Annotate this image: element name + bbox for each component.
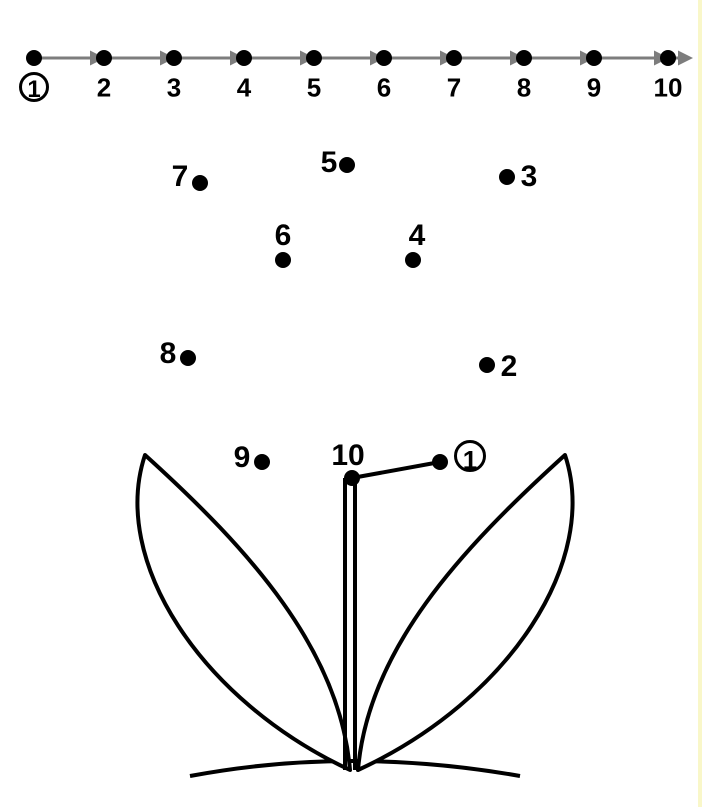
connect-dot <box>254 454 270 470</box>
connect-dot <box>479 357 495 373</box>
plant-drawing <box>137 455 572 776</box>
number-line-label: 1 <box>19 72 49 104</box>
number-line-dot <box>446 50 462 66</box>
connect-dot <box>180 350 196 366</box>
number-line-label: 9 <box>587 73 601 104</box>
connect-dots <box>180 157 515 486</box>
number-line-label: 6 <box>377 73 391 104</box>
number-line-label: 4 <box>237 73 251 104</box>
number-line-dot <box>166 50 182 66</box>
connect-dot-label: 10 <box>331 439 364 473</box>
connect-dot <box>275 252 291 268</box>
worksheet-page: 1 2 3 4 5 6 7 8 9 10 1 2 3 4 5 6 7 8 9 10 <box>0 0 702 807</box>
number-line-dot <box>96 50 112 66</box>
connect-dot <box>432 454 448 470</box>
start-segment <box>352 462 440 478</box>
number-line-label: 8 <box>517 73 531 104</box>
connect-dot <box>405 252 421 268</box>
connect-dot <box>499 169 515 185</box>
connect-dot-label: 3 <box>521 160 538 194</box>
number-line-dot <box>376 50 392 66</box>
number-line-dot <box>26 50 42 66</box>
connect-dot-label: 7 <box>172 160 189 194</box>
worksheet-svg <box>0 0 702 807</box>
number-line-dot <box>516 50 532 66</box>
number-line-dot <box>586 50 602 66</box>
connect-dot-label: 9 <box>234 441 251 475</box>
connect-dot <box>339 157 355 173</box>
number-line-label: 2 <box>97 73 111 104</box>
leaf-right <box>358 455 573 770</box>
number-line-dot <box>236 50 252 66</box>
number-line-label: 5 <box>307 73 321 104</box>
number-line-label: 7 <box>447 73 461 104</box>
number-line-label: 3 <box>167 73 181 104</box>
number-line-dot <box>660 50 676 66</box>
connect-dot-label: 2 <box>501 350 518 384</box>
connect-dot-label: 4 <box>409 219 426 253</box>
number-line-dot <box>306 50 322 66</box>
leaf-left <box>137 455 350 770</box>
connect-dot-label: 1 <box>454 440 486 476</box>
connect-dot-label: 8 <box>160 337 177 371</box>
number-line <box>26 50 690 66</box>
connect-dot <box>192 175 208 191</box>
connect-dot-label: 5 <box>321 146 338 180</box>
connect-dot-label: 6 <box>275 219 292 253</box>
number-line-label: 10 <box>654 73 683 104</box>
